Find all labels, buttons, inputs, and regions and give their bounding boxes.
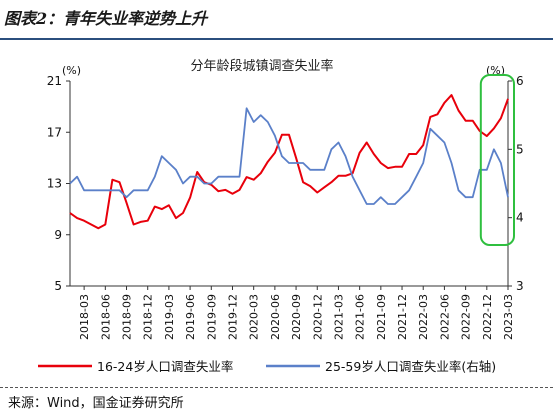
x-axis-tick-label: 2019-03: [163, 294, 176, 340]
x-axis-tick-label: 2018-06: [99, 294, 112, 340]
left-axis-tick-label: 17: [47, 125, 62, 139]
left-axis-tick-label: 13: [47, 177, 62, 191]
x-axis-tick-label: 2023-03: [502, 294, 515, 340]
x-axis-tick-label: 2020-06: [269, 294, 282, 340]
x-axis-tick-label: 2019-06: [184, 294, 197, 340]
x-axis-tick-label: 2018-09: [121, 294, 134, 340]
chart-container: 分年龄段城镇调查失业率 (%) (%) 5 9 13 17 21 3 4 5 6 2018-03 2…: [0, 40, 553, 385]
right-axis-unit: (%): [486, 64, 505, 77]
left-axis-unit: (%): [62, 64, 81, 77]
legend: 16-24岁人口调查失业率 25-59岁人口调查失业率(右轴): [38, 359, 496, 374]
right-axis-tick-label: 6: [516, 74, 524, 88]
x-axis-tick-label: 2019-12: [226, 294, 239, 340]
x-axis-tick-label: 2022-09: [460, 294, 473, 340]
x-axis-tick-label: 2021-03: [332, 294, 345, 340]
x-axis-tick-label: 2019-09: [205, 294, 218, 340]
highlight-box: [479, 74, 516, 246]
right-axis-tick-label: 3: [516, 279, 524, 293]
x-axis-tick-label: 2018-03: [78, 294, 91, 340]
series-group: [69, 74, 516, 246]
source-note: 来源：Wind，国金证券研究所: [8, 396, 184, 411]
legend-label-prime-age: 25-59岁人口调查失业率(右轴): [325, 359, 496, 374]
line-chart: 分年龄段城镇调查失业率 (%) (%) 5 9 13 17 21 3 4 5 6 2018-03 2…: [38, 58, 524, 374]
left-axis-tick-label: 9: [54, 228, 62, 242]
x-axis-tick-label: 2021-12: [396, 294, 409, 340]
x-axis-tick-label: 2022-12: [481, 294, 494, 340]
x-axis-tick-label: 2020-09: [290, 294, 303, 340]
x-axis-tick-label: 2021-06: [354, 294, 367, 340]
x-axis-tick-label: 2020-03: [248, 294, 261, 340]
x-axis-tick-label: 2021-09: [375, 294, 388, 340]
chart-title: 分年龄段城镇调查失业率: [190, 58, 333, 74]
legend-label-youth: 16-24岁人口调查失业率: [97, 359, 233, 374]
right-axis-tick-label: 5: [516, 142, 524, 156]
x-axis-tick-label: 2022-06: [438, 294, 451, 340]
x-axis-tick-label: 2022-03: [417, 294, 430, 340]
left-axis-tick-label: 21: [47, 74, 62, 88]
x-axis-tick-label: 2020-12: [311, 294, 324, 340]
title-divider: [0, 38, 553, 40]
figure-title: 图表2：青年失业率逆势上升: [4, 9, 208, 28]
series-line-prime-age: [69, 107, 509, 205]
right-axis-tick-label: 4: [516, 211, 524, 225]
x-axis-tick-label: 2018-12: [142, 294, 155, 340]
left-axis-tick-label: 5: [54, 279, 62, 293]
series-line-youth: [69, 94, 509, 230]
footer-divider: [0, 387, 553, 388]
axes-group: 5 9 13 17 21 3 4 5 6 2018-03 2018-06 2018-09 2018-12…: [47, 74, 524, 340]
